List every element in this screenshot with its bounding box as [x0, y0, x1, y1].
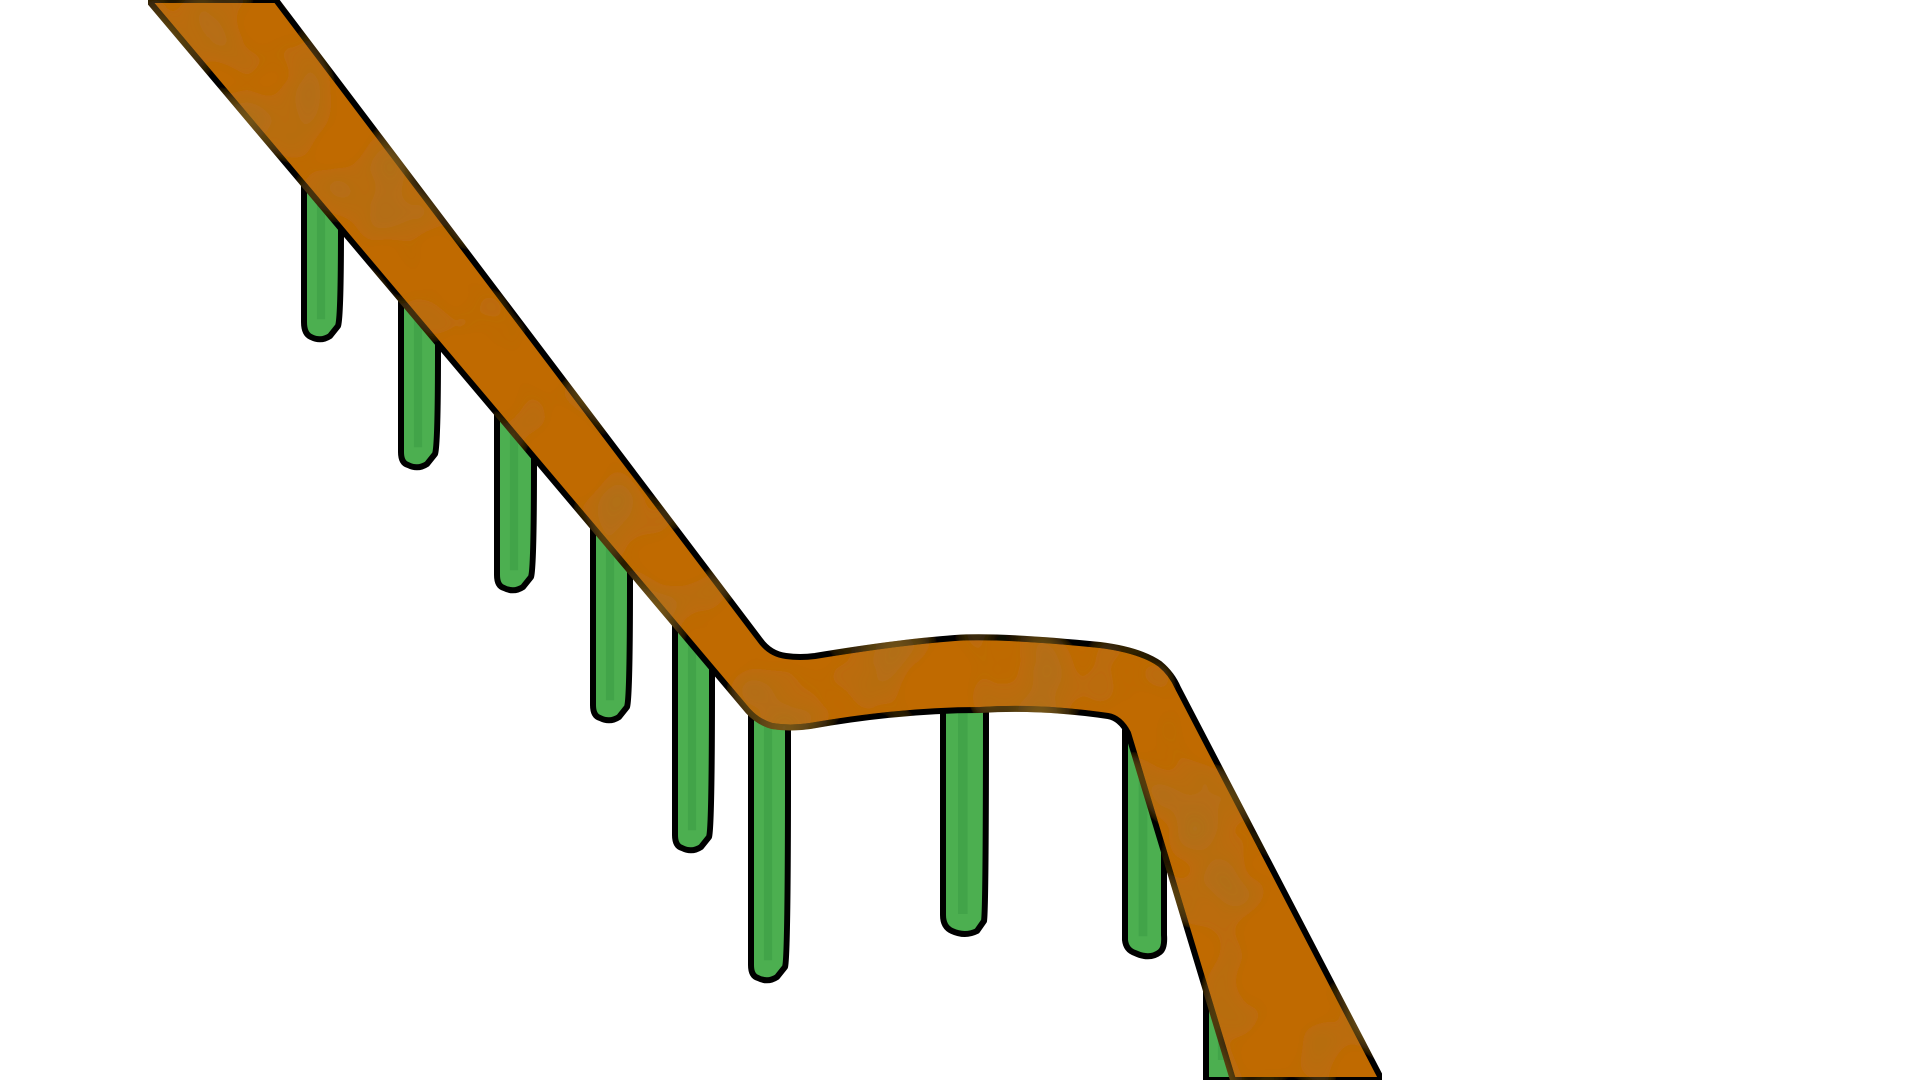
baluster-shading	[687, 635, 697, 831]
baluster-group	[301, 172, 1243, 1080]
baluster-shading	[605, 535, 615, 701]
baluster-shading	[1138, 740, 1148, 937]
baluster-shading	[763, 722, 773, 961]
baluster-shading	[413, 310, 423, 448]
baluster-shading	[958, 710, 968, 914]
handrail	[145, 0, 1385, 1080]
handrail-body	[145, 0, 1385, 1080]
baluster-shading	[316, 185, 326, 320]
baluster-shading	[509, 415, 519, 571]
